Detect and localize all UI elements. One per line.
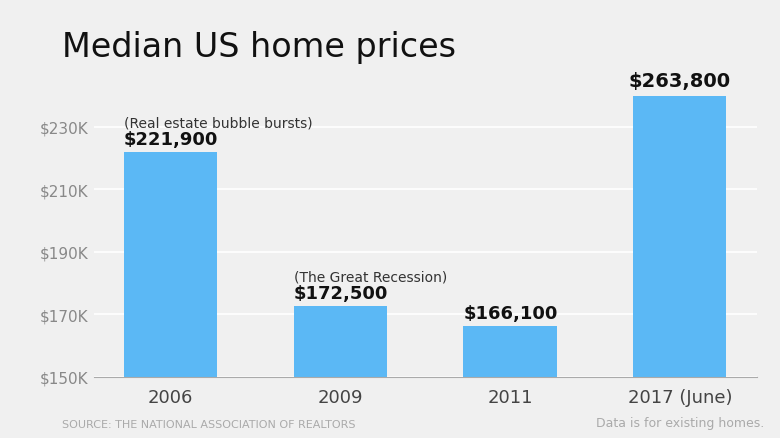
- Text: (Real estate bubble bursts): (Real estate bubble bursts): [124, 117, 312, 131]
- Bar: [463, 327, 557, 377]
- Text: $221,900: $221,900: [124, 131, 218, 148]
- Text: $263,800: $263,800: [629, 72, 731, 91]
- Text: Data is for existing homes.: Data is for existing homes.: [596, 416, 764, 429]
- Text: $166,100: $166,100: [463, 304, 558, 322]
- Text: SOURCE: THE NATIONAL ASSOCIATION OF REALTORS: SOURCE: THE NATIONAL ASSOCIATION OF REAL…: [62, 419, 356, 429]
- Text: $172,500: $172,500: [293, 284, 388, 302]
- Text: (The Great Recession): (The Great Recession): [293, 270, 447, 284]
- Text: Median US home prices: Median US home prices: [62, 31, 456, 64]
- Bar: [633, 22, 726, 377]
- Bar: [293, 307, 387, 377]
- Bar: [124, 153, 217, 377]
